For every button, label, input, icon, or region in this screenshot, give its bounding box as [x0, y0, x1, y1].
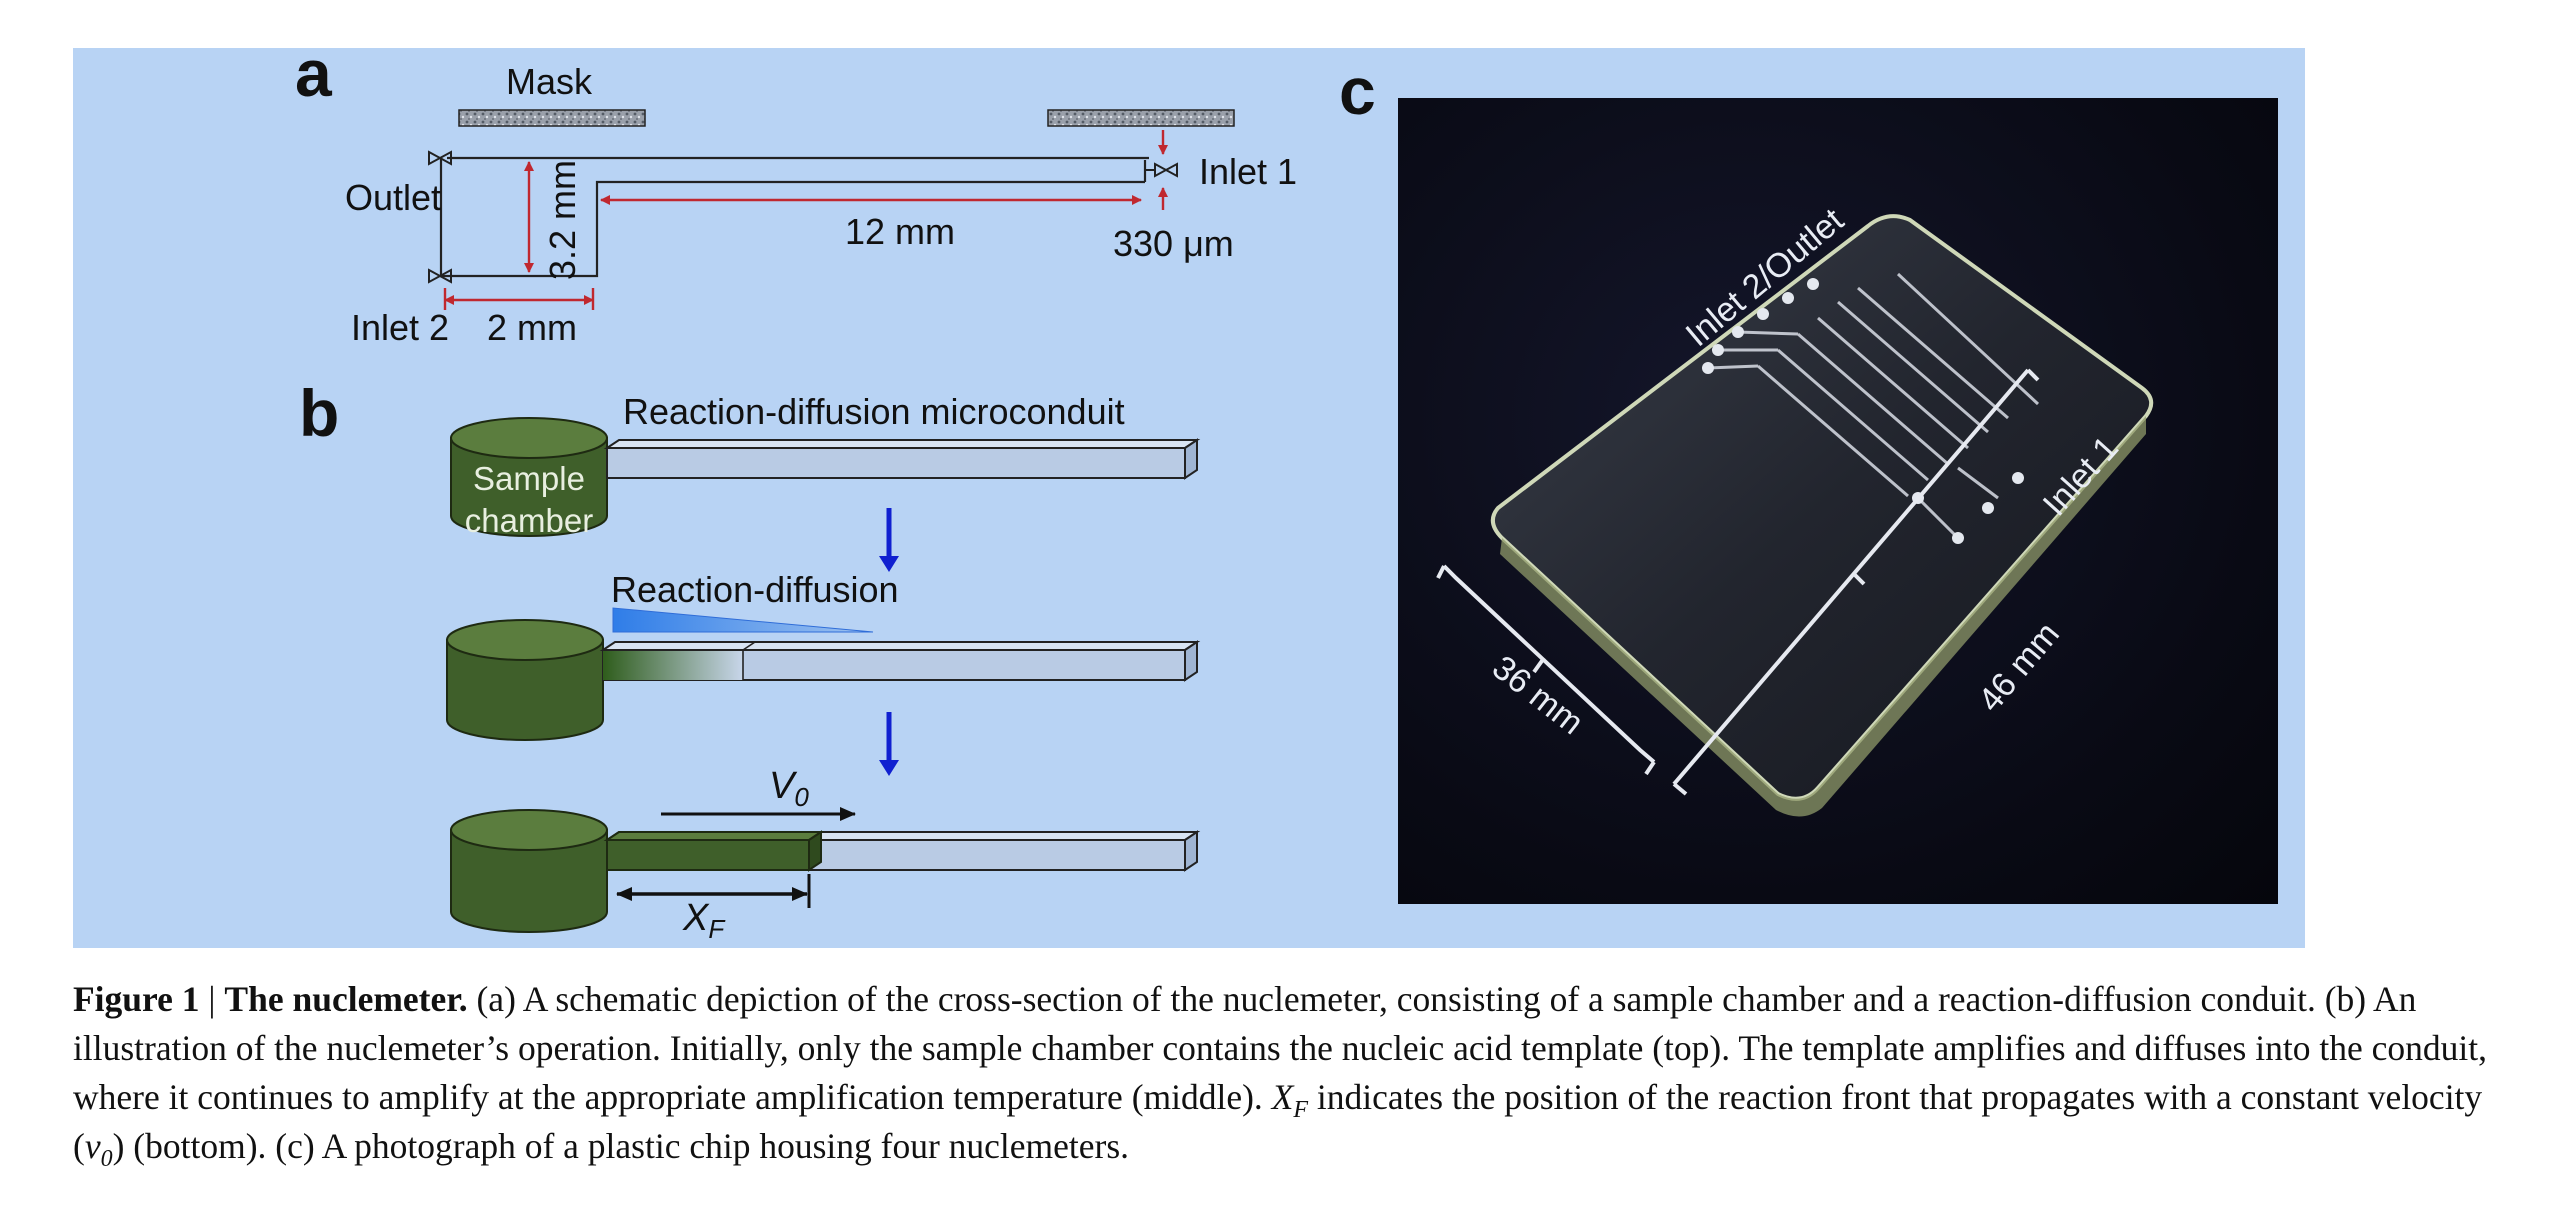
panel-b-letter: b [299, 376, 339, 450]
velocity-symbol: V [769, 765, 798, 807]
caption-part3: ) (bottom). (c) A photograph of a plasti… [112, 1126, 1130, 1166]
inlet2-label: Inlet 2 [351, 307, 449, 348]
caption-part1: (a) A schematic depiction of the cross-s… [73, 979, 2487, 1117]
front-subscript: F [708, 914, 726, 944]
down-arrow-icon [879, 508, 899, 572]
down-arrow-icon [879, 712, 899, 776]
height-dimension-label: 3.2 mm [542, 160, 583, 280]
schematic-figure: a Mask Outlet Inlet 1 Inlet 2 [295, 48, 1376, 944]
caption-separator: | [199, 979, 225, 1019]
chamber-label-line1: Sample [473, 460, 585, 497]
conduit-length-label: 12 mm [845, 211, 955, 252]
stage-1-device [450, 417, 1201, 537]
caption-v-subscript: 0 [100, 1146, 113, 1173]
front-position-label: XF [682, 897, 726, 944]
chip-dim2-label: 46 mm [1971, 615, 2067, 719]
velocity-label: V0 [769, 765, 809, 812]
stage-3-device [450, 809, 1201, 933]
inlet2-valve-icon [428, 268, 452, 284]
velocity-subscript: 0 [794, 782, 809, 812]
outlet-label: Outlet [345, 177, 441, 218]
conduit-label: Reaction-diffusion microconduit [623, 391, 1125, 432]
chamber-width-label: 2 mm [487, 307, 577, 348]
caption-part2: indicates the position of the reaction f… [73, 1077, 2483, 1166]
dimension-lines [443, 130, 1168, 310]
caption-xf-subscript: F [1293, 1097, 1309, 1124]
inlet1-label: Inlet 1 [1199, 151, 1297, 192]
chip-photograph: Inlet 2/Outlet Inlet 1 36 mm 46 mm [1398, 98, 2278, 904]
chip-dim1-label: 36 mm [1485, 648, 1590, 742]
figure-caption: Figure 1 | The nuclemeter. (a) A schemat… [73, 975, 2513, 1171]
chip-photo-svg: Inlet 2/Outlet Inlet 1 36 mm 46 mm [1436, 201, 2154, 817]
caption-figure-label: Figure 1 [73, 979, 200, 1019]
figure-panel: a Mask Outlet Inlet 1 Inlet 2 [73, 48, 2305, 948]
conduit-height-label: 330 μm [1113, 223, 1234, 264]
mask-label: Mask [506, 61, 593, 102]
panel-c-letter: c [1339, 54, 1376, 128]
mask-bar-left [458, 109, 646, 127]
caption-title: The nuclemeter. [224, 979, 468, 1019]
outlet-valve-icon [428, 150, 452, 166]
caption-v-symbol: v [84, 1126, 101, 1166]
diffusion-gradient-wedge [612, 607, 874, 633]
stage-2-device [446, 619, 1201, 741]
caption-xf-symbol: X [1271, 1077, 1294, 1117]
front-symbol: X [682, 897, 710, 939]
reaction-diffusion-label: Reaction-diffusion [611, 569, 899, 610]
inlet1-valve-icon [1145, 162, 1178, 178]
chip-channels [1707, 272, 2040, 540]
panel-a-letter: a [295, 48, 333, 110]
chamber-label-line2: chamber [465, 502, 593, 539]
mask-bar-right [1047, 109, 1235, 127]
chip-dimension-brackets [1436, 368, 2040, 796]
